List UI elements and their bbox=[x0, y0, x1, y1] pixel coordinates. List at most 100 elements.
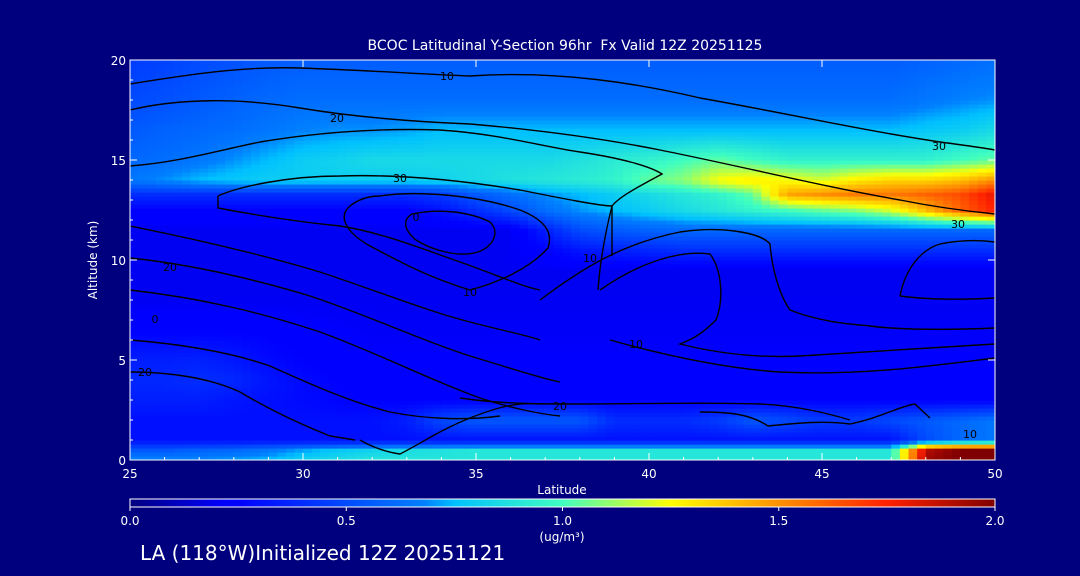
heatmap-cell bbox=[960, 280, 970, 285]
heatmap-cell bbox=[398, 328, 408, 333]
heatmap-cell bbox=[579, 328, 590, 333]
heatmap-cell bbox=[406, 408, 417, 413]
heatmap-cell bbox=[259, 444, 269, 449]
heatmap-cell bbox=[692, 296, 702, 301]
heatmap-cell bbox=[519, 388, 529, 393]
heatmap-cell bbox=[389, 364, 399, 369]
heatmap-cell bbox=[787, 260, 797, 265]
heatmap-cell bbox=[130, 336, 140, 341]
heatmap-cell bbox=[640, 424, 650, 429]
heatmap-cell bbox=[562, 280, 572, 285]
heatmap-cell bbox=[934, 368, 944, 373]
heatmap-cell bbox=[510, 348, 520, 353]
heatmap-cell bbox=[787, 276, 797, 281]
heatmap-cell bbox=[372, 320, 382, 325]
heatmap-cell bbox=[432, 420, 442, 425]
heatmap-cell bbox=[450, 340, 460, 345]
heatmap-cell bbox=[303, 288, 313, 293]
heatmap-cell bbox=[813, 432, 823, 437]
heatmap-cell bbox=[839, 364, 849, 369]
heatmap-cell bbox=[847, 432, 858, 437]
heatmap-cell bbox=[372, 368, 382, 373]
heatmap-cell bbox=[545, 308, 555, 313]
heatmap-cell bbox=[173, 352, 183, 357]
heatmap-cell bbox=[424, 328, 434, 333]
heatmap-cell bbox=[571, 416, 581, 421]
heatmap-cell bbox=[553, 344, 564, 349]
heatmap-cell bbox=[346, 384, 356, 389]
heatmap-cell bbox=[674, 312, 685, 317]
heatmap-cell bbox=[519, 304, 529, 309]
heatmap-cell bbox=[337, 372, 347, 377]
heatmap-cell bbox=[865, 412, 875, 417]
heatmap-cell bbox=[233, 356, 244, 361]
heatmap-cell bbox=[951, 384, 961, 389]
heatmap-cell bbox=[735, 328, 745, 333]
heatmap-cell bbox=[813, 416, 823, 421]
heatmap-cell bbox=[796, 292, 806, 297]
heatmap-cell bbox=[424, 348, 434, 353]
heatmap-cell bbox=[233, 440, 244, 445]
heatmap-cell bbox=[450, 264, 460, 269]
heatmap-cell bbox=[268, 312, 278, 317]
heatmap-cell bbox=[692, 264, 702, 269]
heatmap-cell bbox=[770, 436, 780, 441]
heatmap-cell bbox=[822, 452, 832, 457]
heatmap-cell bbox=[666, 276, 676, 281]
heatmap-cell bbox=[709, 340, 719, 345]
heatmap-cell bbox=[571, 308, 581, 313]
heatmap-cell bbox=[294, 380, 304, 385]
heatmap-cell bbox=[752, 380, 763, 385]
heatmap-cell bbox=[389, 320, 399, 325]
heatmap-cell bbox=[501, 368, 512, 373]
heatmap-cell bbox=[571, 432, 581, 437]
heatmap-cell bbox=[856, 384, 866, 389]
heatmap-cell bbox=[804, 352, 814, 357]
heatmap-cell bbox=[709, 368, 719, 373]
heatmap-cell bbox=[268, 400, 278, 405]
heatmap-cell bbox=[571, 380, 581, 385]
heatmap-cell bbox=[233, 392, 244, 397]
heatmap-cell bbox=[588, 336, 598, 341]
heatmap-cell bbox=[251, 416, 261, 421]
heatmap-cell bbox=[726, 308, 737, 313]
heatmap-cell bbox=[432, 284, 442, 289]
heatmap-cell bbox=[190, 316, 200, 321]
heatmap-cell bbox=[277, 268, 287, 273]
heatmap-cell bbox=[787, 320, 797, 325]
heatmap-cell bbox=[130, 456, 140, 460]
heatmap-cell bbox=[380, 364, 391, 369]
heatmap-cell bbox=[562, 380, 572, 385]
heatmap-cell bbox=[519, 324, 529, 329]
heatmap-cell bbox=[216, 388, 226, 393]
heatmap-cell bbox=[277, 404, 287, 409]
heatmap-cell bbox=[943, 456, 953, 460]
heatmap-cell bbox=[960, 376, 970, 381]
heatmap-cell bbox=[934, 420, 944, 425]
heatmap-cell bbox=[380, 456, 391, 460]
heatmap-cell bbox=[346, 336, 356, 341]
heatmap-cell bbox=[822, 368, 832, 373]
heatmap-cell bbox=[173, 308, 183, 313]
heatmap-cell bbox=[398, 376, 408, 381]
heatmap-cell bbox=[130, 332, 140, 337]
heatmap-cell bbox=[207, 320, 218, 325]
heatmap-cell bbox=[251, 296, 261, 301]
heatmap-cell bbox=[934, 396, 944, 401]
heatmap-cell bbox=[692, 348, 702, 353]
heatmap-cell bbox=[415, 312, 425, 317]
heatmap-cell bbox=[839, 300, 849, 305]
heatmap-cell bbox=[856, 268, 866, 273]
heatmap-cell bbox=[467, 260, 477, 265]
heatmap-cell bbox=[882, 380, 892, 385]
heatmap-cell bbox=[787, 352, 797, 357]
heatmap-cell bbox=[476, 380, 486, 385]
heatmap-cell bbox=[752, 328, 763, 333]
heatmap-cell bbox=[562, 440, 572, 445]
heatmap-cell bbox=[666, 424, 676, 429]
heatmap-cell bbox=[847, 372, 858, 377]
heatmap-cell bbox=[605, 420, 615, 425]
heatmap-cell bbox=[536, 356, 546, 361]
heatmap-cell bbox=[588, 420, 598, 425]
heatmap-cell bbox=[614, 336, 624, 341]
